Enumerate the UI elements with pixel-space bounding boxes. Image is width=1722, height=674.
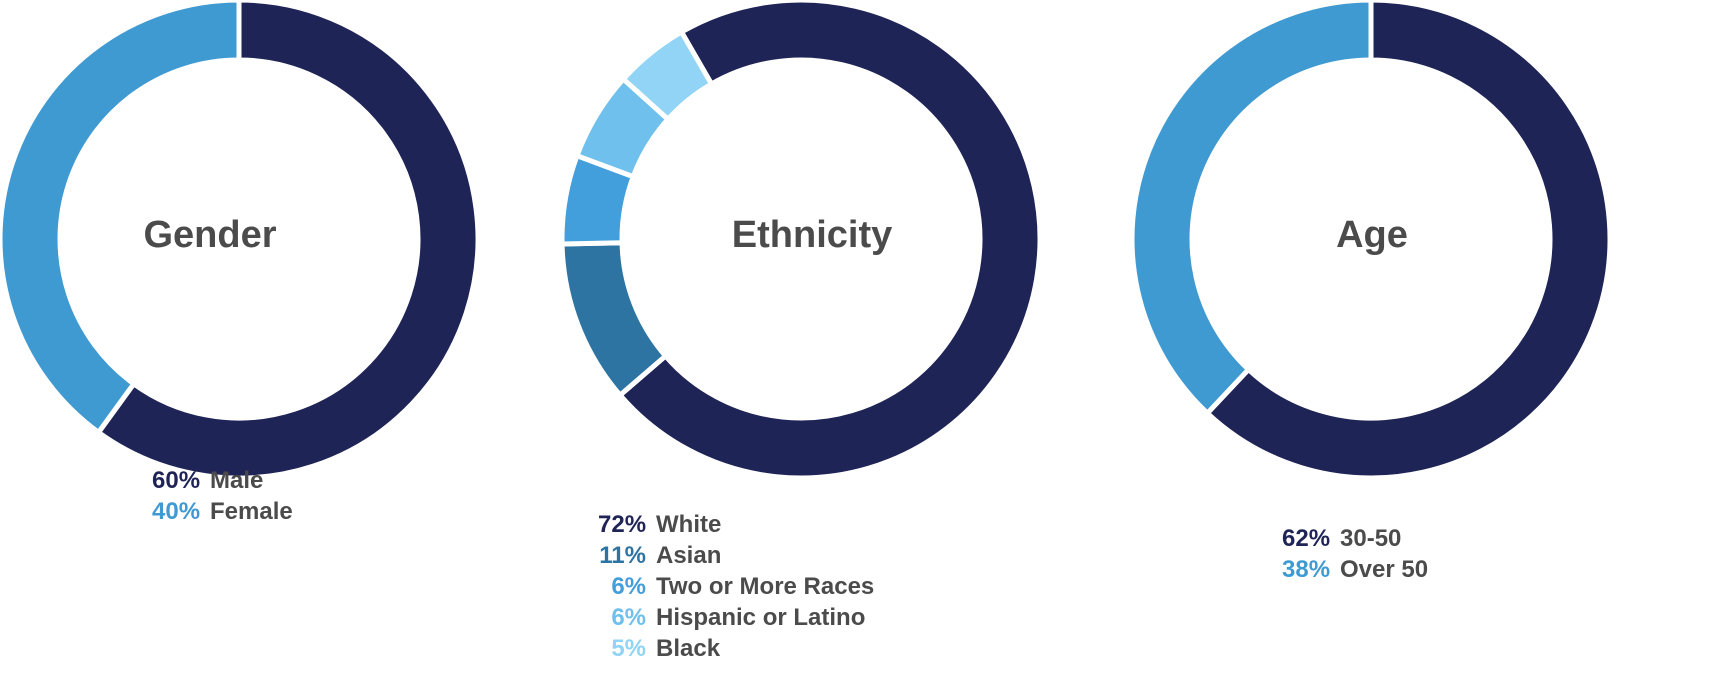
- gender-slice-male: [95, 0, 481, 481]
- gender-slice-female: [0, 0, 242, 436]
- gender-legend-label: Male: [210, 467, 264, 494]
- ethnicity-donut-chart: Ethnicity 72% White 11% Asian 6% Two or More …: [559, 0, 1082, 674]
- ethnicity-legend-value: 5%: [611, 635, 646, 662]
- ethnicity-slice-white: [616, 0, 1043, 481]
- ethnicity-legend-value: 6%: [611, 604, 646, 631]
- ethnicity-slice-black: [619, 28, 715, 123]
- ethnicity-donut-svg: Ethnicity: [559, 0, 1043, 481]
- ethnicity-slice-asian: [559, 240, 670, 399]
- ethnicity-legend-label: Hispanic or Latino: [656, 604, 866, 631]
- gender-legend-item-male: 60% Male: [152, 465, 293, 496]
- age-slice-30-50: [1203, 0, 1613, 481]
- ethnicity-legend-item-hispanic-or-latino: 6% Hispanic or Latino: [598, 602, 874, 633]
- ethnicity-legend-label: White: [656, 511, 722, 538]
- ethnicity-legend-value: 72%: [598, 511, 647, 538]
- age-legend-value: 62%: [1282, 525, 1331, 552]
- gender-legend-item-female: 40% Female: [152, 496, 293, 527]
- gender-donut-svg: Gender: [0, 0, 481, 481]
- ethnicity-legend-item-white: 72% White: [598, 509, 874, 540]
- age-slice-over-50: [1129, 0, 1374, 417]
- ethnicity-legend-item-asian: 11% Asian: [598, 540, 874, 571]
- age-chart-title: Age: [1336, 214, 1408, 256]
- gender-legend-value: 60%: [152, 467, 201, 494]
- age-donut-svg: Age: [1129, 0, 1613, 481]
- gender-legend-label: Female: [210, 498, 293, 525]
- age-donut-chart: Age 62% 30-50 38% Over 50: [1129, 0, 1613, 674]
- ethnicity-legend-value: 6%: [611, 573, 646, 600]
- gender-donut-chart: Gender 60% Male 40% Female: [0, 0, 481, 674]
- ethnicity-legend-label: Asian: [656, 542, 722, 569]
- ethnicity-legend-label: Two or More Races: [656, 573, 875, 600]
- ethnicity-chart-title: Ethnicity: [732, 214, 892, 256]
- ethnicity-legend-value: 11%: [599, 542, 646, 569]
- age-legend: 62% 30-50 38% Over 50: [1282, 523, 1428, 585]
- age-legend-value: 38%: [1282, 556, 1331, 583]
- ethnicity-legend-item-black: 5% Black: [598, 633, 874, 664]
- gender-legend-value: 40%: [152, 498, 201, 525]
- ethnicity-legend-item-two-or-more-races: 6% Two or More Races: [598, 571, 874, 602]
- age-legend-item-over-50: 38% Over 50: [1282, 554, 1428, 585]
- age-legend-item-30-50: 62% 30-50: [1282, 523, 1428, 554]
- gender-chart-title: Gender: [143, 214, 276, 256]
- ethnicity-legend: 72% White 11% Asian 6% Two or More Races 6% His…: [598, 509, 874, 664]
- ethnicity-legend-label: Black: [656, 635, 721, 662]
- age-legend-label: 30-50: [1340, 525, 1402, 552]
- gender-legend: 60% Male 40% Female: [152, 465, 293, 527]
- age-legend-label: Over 50: [1340, 556, 1429, 583]
